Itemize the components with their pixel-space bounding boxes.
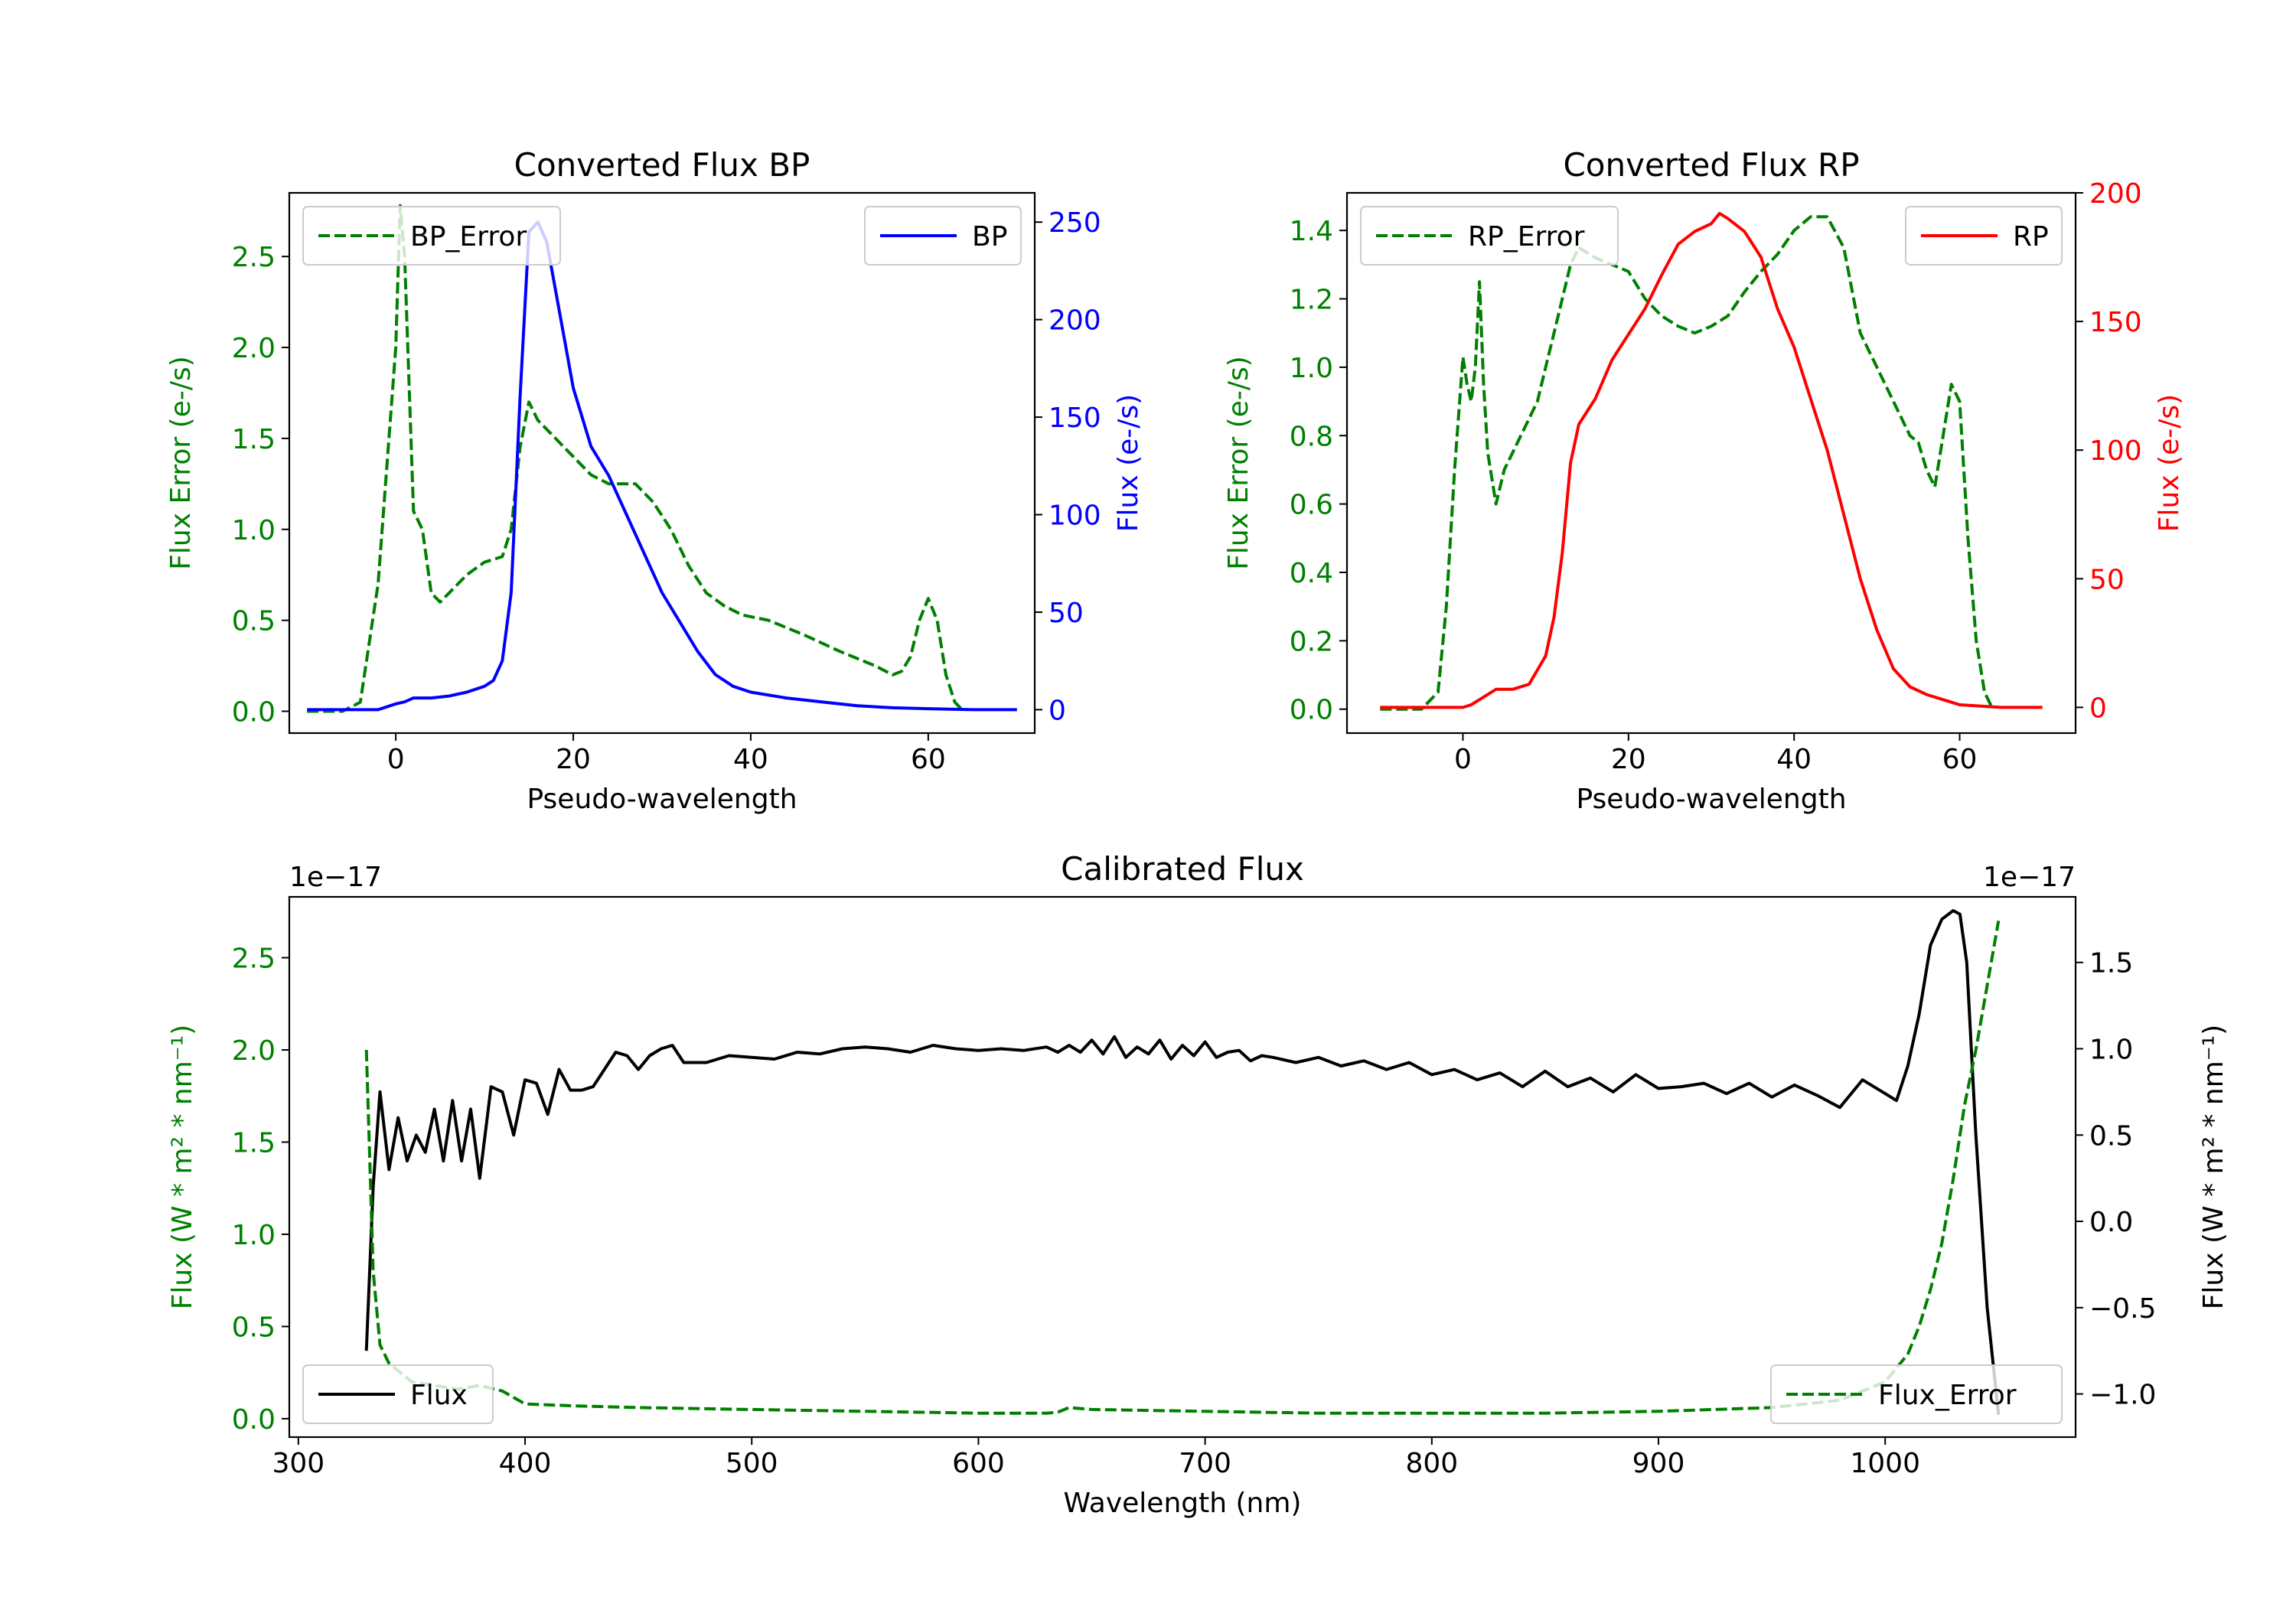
y-tick-label-left: 1.4 [1290, 216, 1333, 247]
y-tick-label-left: 2.0 [232, 333, 276, 364]
chart-title: Calibrated Flux [1061, 850, 1304, 888]
legend-box [302, 206, 561, 266]
x-tick-label: 800 [1405, 1448, 1458, 1479]
y-tick-label-right: 150 [2089, 307, 2142, 338]
legend-bp-error: BP_Error [302, 206, 561, 266]
y-tick-label-right: 250 [1049, 207, 1101, 239]
x-tick-label: 40 [733, 744, 768, 775]
legend-box [1360, 206, 1619, 266]
legend-rp-error: RP_Error [1360, 206, 1619, 266]
plot-area [364, 909, 2001, 1415]
y-tick-label-right: 0 [1049, 695, 1066, 726]
y-tick-label-left: 2.0 [232, 1035, 276, 1067]
y-axis-label-right: Flux (e-/s) [1113, 394, 1144, 532]
y-tick-label-left: 2.5 [232, 944, 276, 975]
legend-label: BP_Error [410, 221, 527, 253]
y-axis-label-left: Flux Error (e-/s) [1223, 356, 1254, 570]
x-tick-label: 0 [1454, 744, 1472, 775]
legend-label: BP [972, 221, 1007, 253]
y-tick-label-left: 0.4 [1290, 558, 1333, 589]
series-line-flux [364, 909, 2001, 1415]
y-tick-label-left: 1.5 [232, 1127, 276, 1159]
y-tick-label-left: 0.2 [1290, 626, 1333, 657]
x-tick-label: 60 [911, 744, 946, 775]
x-axis-label: Pseudo-wavelength [527, 784, 797, 815]
legend-box [1770, 1364, 2063, 1424]
y-tick-label-right: 1.5 [2089, 948, 2133, 980]
y-tick-label-right: 150 [1049, 403, 1101, 434]
legend-label: RP [2013, 221, 2049, 253]
y-axis-label-left: Flux (W * m² * nm⁻¹) [167, 1025, 198, 1310]
x-tick-label: 400 [499, 1448, 552, 1479]
y-tick-label-right: 50 [2089, 564, 2125, 595]
y-tick-label-right: 100 [1049, 500, 1101, 532]
x-tick-label: 60 [1942, 744, 1978, 775]
y-tick-label-left: 0.0 [232, 1404, 276, 1436]
y-tick-label-right: 100 [2089, 435, 2142, 467]
y-axis-label-left: Flux Error (e-/s) [165, 356, 197, 570]
panel-rp-converted-flux: 0 20 40 60 0.0 0.2 0.4 0.6 0.8 1.0 1.2 1.4 0 50 100 150… [1223, 146, 2185, 815]
legend-box [302, 1364, 494, 1424]
y-tick-label-left: 0.5 [232, 606, 276, 637]
y-tick-label-right: 1.0 [2089, 1034, 2133, 1065]
y-tick-label-right: 0.5 [2089, 1120, 2133, 1152]
y-tick-label-right: 50 [1049, 598, 1084, 629]
panel-calibrated-flux: 300 400 500 600 700 800 900 1000 0.0 0.5 1.0 1.5 2.0… [167, 850, 2229, 1519]
y-tick-label-left: 0.6 [1290, 490, 1333, 521]
series-line-flux-error [364, 920, 2001, 1415]
y-tick-label-left: 0.5 [232, 1312, 276, 1343]
x-tick-label: 600 [952, 1448, 1005, 1479]
legend-label: RP_Error [1468, 221, 1585, 253]
legend-label: Flux [410, 1380, 468, 1411]
y-tick-label-right: 200 [1049, 305, 1101, 337]
x-tick-label: 1000 [1850, 1448, 1920, 1479]
y-tick-label-left: 0.8 [1290, 421, 1333, 452]
y-tick-label-right: 0 [2089, 693, 2107, 724]
y-tick-label-left: 1.5 [232, 424, 276, 455]
y-tick-label-left: 1.0 [1290, 353, 1333, 384]
axes-frame [1345, 191, 2077, 735]
chart-title: Converted Flux BP [514, 146, 810, 184]
y-tick-label-left: 0.0 [232, 696, 276, 728]
x-tick-label: 900 [1632, 1448, 1685, 1479]
y-tick-label-left: 1.0 [232, 515, 276, 546]
plot-area [307, 204, 1017, 713]
y-tick-label-right: −0.5 [2089, 1293, 2156, 1325]
legend-flux-error: Flux_Error [1770, 1364, 2063, 1424]
y-tick-label-left: 2.5 [232, 242, 276, 273]
x-tick-label: 20 [1611, 744, 1646, 775]
y-tick-label-left: 0.0 [1290, 695, 1333, 726]
chart-title: Converted Flux RP [1563, 146, 1859, 184]
x-tick-label: 20 [556, 744, 591, 775]
offset-label-left: 1e−17 [289, 862, 382, 893]
axes-frame [288, 895, 2077, 1439]
y-tick-label-right: 0.0 [2089, 1207, 2133, 1238]
offset-label-right: 1e−17 [1983, 862, 2076, 893]
legend-flux: Flux [302, 1364, 494, 1424]
x-tick-label: 300 [272, 1448, 325, 1479]
x-tick-label: 700 [1179, 1448, 1231, 1479]
y-tick-label-right: 200 [2089, 178, 2142, 210]
y-axis-label-right: Flux (W * m² * nm⁻¹) [2198, 1025, 2229, 1310]
plot-area [1380, 211, 2043, 711]
y-tick-label-left: 1.2 [1290, 285, 1333, 316]
legend-label: Flux_Error [1878, 1380, 2017, 1411]
series-line-bp-error [307, 204, 965, 713]
series-line-rp [1380, 211, 2043, 709]
panel-bp-converted-flux: 0 20 40 60 0.0 0.5 1.0 1.5 2.0 2.5 0 50 100 150 200 250… [165, 146, 1144, 815]
x-axis-label: Pseudo-wavelength [1576, 784, 1846, 815]
y-tick-label-right: −1.0 [2089, 1380, 2156, 1411]
x-axis-label: Wavelength (nm) [1064, 1488, 1302, 1519]
x-tick-label: 0 [387, 744, 405, 775]
axes-frame [288, 191, 1036, 735]
y-tick-label-left: 1.0 [232, 1220, 276, 1251]
x-tick-label: 40 [1776, 744, 1812, 775]
series-line-rp-error [1380, 215, 1994, 711]
legend-rp: RP [1905, 206, 2063, 266]
series-line-bp [307, 220, 1017, 712]
x-tick-label: 500 [726, 1448, 778, 1479]
y-axis-label-right: Flux (e-/s) [2154, 394, 2185, 532]
legend-bp: BP [864, 206, 1022, 266]
